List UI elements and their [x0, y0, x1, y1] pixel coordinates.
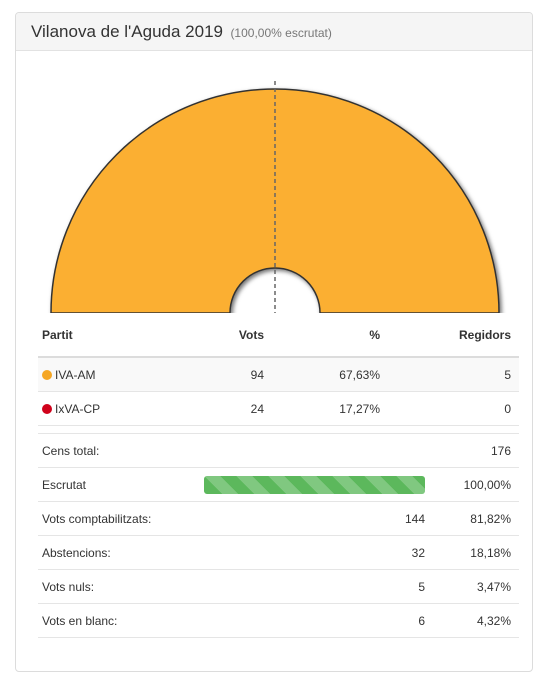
col-seats: Regidors — [380, 313, 519, 358]
null-votes-count: 5 — [204, 569, 425, 604]
party-name: IVA-AM — [55, 367, 96, 382]
null-votes-row: Vots nuls: 5 3,47% — [38, 569, 519, 604]
blank-votes-row: Vots en blanc: 6 4,32% — [38, 603, 519, 638]
census-label: Cens total: — [38, 433, 204, 468]
results-panel: Vilanova de l'Aguda 2019 (100,00% escrut… — [15, 12, 533, 672]
abstentions-count: 32 — [204, 535, 425, 570]
page-title: Vilanova de l'Aguda 2019 — [31, 22, 223, 41]
blank-votes-count: 6 — [204, 603, 425, 638]
null-votes-label: Vots nuls: — [38, 569, 204, 604]
counted-votes-label: Vots comptabilitzats: — [38, 501, 204, 536]
party-color-dot — [42, 403, 52, 414]
party-cell: IxVA-CP — [38, 391, 200, 426]
scrutiny-row: Escrutat 100,00% — [38, 467, 519, 502]
blank-votes-label: Vots en blanc: — [38, 603, 204, 638]
party-cell: IVA-AM — [38, 357, 200, 392]
percent-cell: 67,63% — [264, 357, 380, 392]
abstentions-label: Abstencions: — [38, 535, 204, 570]
seats-cell: 0 — [380, 391, 519, 426]
abstentions-row: Abstencions: 32 18,18% — [38, 535, 519, 570]
seats-hemicycle-chart — [50, 81, 500, 313]
results-table: Partit Vots % Regidors IVA-AM 94 67,63% … — [38, 313, 519, 426]
scrutiny-subtitle: (100,00% escrutat) — [230, 26, 332, 40]
percent-cell: 17,27% — [264, 391, 380, 426]
scrutiny-value: 100,00% — [425, 467, 519, 502]
table-row: IxVA-CP 24 17,27% 0 — [38, 391, 519, 426]
census-row: Cens total: 176 — [38, 433, 519, 468]
votes-cell: 94 — [200, 357, 264, 392]
col-party: Partit — [38, 313, 200, 358]
panel-header: Vilanova de l'Aguda 2019 (100,00% escrut… — [16, 13, 532, 51]
scrutiny-label: Escrutat — [38, 467, 204, 502]
counted-votes-percent: 81,82% — [425, 501, 519, 536]
col-votes: Vots — [200, 313, 264, 358]
party-name: IxVA-CP — [55, 401, 101, 416]
table-row: IVA-AM 94 67,63% 5 — [38, 357, 519, 392]
party-color-dot — [42, 369, 52, 380]
summary-table: Cens total: 176 Escrutat 100,00% Vots co… — [38, 433, 519, 638]
counted-votes-count: 144 — [204, 501, 425, 536]
col-percent: % — [264, 313, 380, 358]
votes-cell: 24 — [200, 391, 264, 426]
blank-votes-percent: 4,32% — [425, 603, 519, 638]
census-value: 176 — [425, 433, 519, 468]
seats-cell: 5 — [380, 357, 519, 392]
abstentions-percent: 18,18% — [425, 535, 519, 570]
counted-votes-row: Vots comptabilitzats: 144 81,82% — [38, 501, 519, 536]
null-votes-percent: 3,47% — [425, 569, 519, 604]
results-header-row: Partit Vots % Regidors — [38, 313, 519, 358]
scrutiny-progress-fill — [204, 476, 425, 494]
scrutiny-progress-bar — [204, 476, 425, 494]
